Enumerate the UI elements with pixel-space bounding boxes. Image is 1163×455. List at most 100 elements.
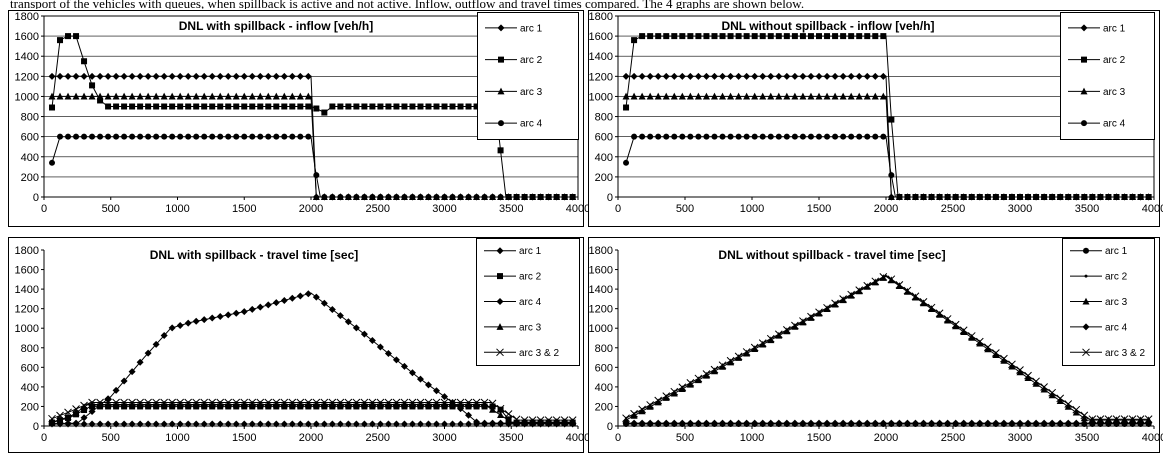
legend-item-arc-1: arc 1: [484, 246, 542, 257]
series-arc-3-marker: [759, 340, 767, 348]
series-arc-4-marker: [145, 133, 152, 140]
series-arc-1-marker: [416, 420, 424, 428]
series-arc-3-marker: [232, 400, 240, 408]
series-arc-3-and-2-marker: [638, 405, 646, 414]
series-arc-3-and-2-marker: [1048, 388, 1057, 397]
series-arc-4-marker: [505, 194, 512, 200]
series-arc-3-marker: [400, 400, 408, 408]
series-arc-4-marker: [489, 419, 497, 427]
series-arc-3-and-2-marker: [200, 398, 209, 407]
series-arc-4-marker: [944, 419, 952, 427]
series-arc-4-marker: [345, 194, 352, 200]
series-arc-4-marker: [201, 133, 208, 140]
series-arc-2-marker: [751, 33, 758, 40]
series-arc-1-marker: [96, 72, 104, 80]
series-arc-4-marker: [1008, 194, 1015, 200]
series-arc-2-marker: [241, 103, 248, 110]
series-arc-4-marker: [670, 419, 678, 427]
series-arc-4-marker: [735, 419, 743, 427]
series-arc-3-and-2-marker: [734, 352, 743, 361]
series-arc-2-marker: [281, 103, 288, 110]
series-arc-4-marker: [289, 133, 296, 140]
series-arc-4-marker: [695, 133, 702, 140]
series-arc-2-marker: [161, 103, 168, 110]
series-arc-3-and-2-marker: [1136, 415, 1145, 424]
legend-item-arc-4-marker: [1081, 120, 1087, 127]
series-arc-2-marker: [671, 33, 678, 40]
series-arc-4-marker: [711, 133, 718, 140]
series-arc-2-marker: [113, 103, 120, 110]
series-arc-3-marker: [248, 92, 256, 100]
series-arc-3-and-2-marker: [855, 286, 864, 294]
series-arc-4-marker: [727, 419, 735, 427]
series-arc-4-marker: [128, 368, 136, 376]
series-arc-3-marker: [441, 400, 448, 408]
series-arc-4-marker: [112, 386, 120, 394]
series-arc-4-marker: [952, 194, 959, 200]
legend-item-arc-1: arc 1: [485, 23, 543, 34]
legend-item-arc-4-label: arc 4: [520, 119, 543, 130]
series-arc-3-and-2-marker: [296, 398, 305, 407]
series-arc-3-and-2: [622, 273, 1153, 424]
series-arc-4-marker: [256, 303, 264, 311]
series-arc-4-marker: [912, 194, 919, 200]
series-arc-3-and-2-marker: [654, 396, 663, 405]
series-arc-3-marker: [200, 92, 208, 100]
series-arc-3-and-2-marker: [536, 416, 545, 424]
series-arc-3-and-2-marker: [64, 408, 72, 417]
series-arc-4-marker: [113, 133, 120, 140]
series-arc-3-marker: [735, 354, 743, 361]
series-arc-3-and-2-marker: [887, 275, 896, 284]
series-arc-4-marker: [337, 194, 344, 200]
legend: arc 1 arc 2 arc 4 arc 3 arc 3 & 2: [476, 238, 580, 366]
series-arc-4-marker: [759, 133, 766, 140]
y-tick-label: 200: [21, 172, 39, 184]
series-arc-3-marker: [224, 92, 232, 100]
series-arc-4-marker: [1000, 419, 1008, 427]
series-arc-4-marker: [537, 194, 544, 200]
series-arc-3-and-2-marker: [152, 398, 160, 407]
series-arc-1-marker: [48, 72, 56, 80]
series-arc-3-marker: [96, 92, 104, 100]
series-arc-4-marker: [192, 317, 200, 325]
series-arc-3-and-2-marker: [208, 398, 217, 407]
series-arc-2-marker: [791, 33, 798, 40]
series-arc-4-marker: [1032, 419, 1040, 427]
series-arc-1-marker: [144, 72, 152, 80]
series-arc-3-and-2-marker: [670, 387, 679, 396]
series-arc-2-marker: [73, 33, 80, 40]
series-arc-3-and-2-marker: [694, 374, 703, 383]
series-arc-3-marker: [160, 92, 168, 100]
series-arc-3-marker: [767, 92, 775, 100]
series-arc-3-and-2-marker: [742, 348, 751, 356]
series-arc-3-and-2-marker: [96, 398, 104, 407]
series-arc-3-and-2-marker: [120, 398, 128, 407]
series-arc-3-and-2-marker: [1056, 394, 1065, 403]
series-arc-2-marker: [807, 33, 814, 40]
series-arc-4-marker: [441, 393, 448, 401]
series-arc-3-marker: [992, 351, 1000, 358]
series-arc-3-and-2-marker: [376, 398, 385, 407]
series-arc-3-marker: [630, 92, 638, 100]
series-arc-3-and-2-marker: [424, 398, 433, 407]
series-arc-4-marker: [887, 419, 895, 427]
series-arc-3-and-2-marker: [831, 299, 839, 308]
series-arc-4-marker: [815, 419, 823, 427]
legend-item-arc-3-marker: [1082, 297, 1090, 305]
y-tick-label: 1600: [589, 265, 613, 277]
series-arc-3-and-2-marker: [336, 398, 345, 407]
series-arc-3-and-2-marker: [448, 398, 457, 407]
chart-frame: [8, 237, 584, 453]
series-arc-4-marker: [1024, 419, 1032, 427]
series-arc-3-and-2-marker: [416, 398, 425, 407]
series-arc-2-marker: [105, 103, 112, 110]
series-arc-3-and-2-marker: [72, 405, 80, 413]
series-arc-4-marker: [81, 133, 88, 140]
series-arc-1-marker: [144, 420, 152, 428]
series-arc-3-marker: [783, 327, 791, 335]
series-arc-3-marker: [646, 402, 654, 410]
series-arc-1-marker: [296, 420, 304, 428]
series-arc-3-marker: [72, 92, 80, 100]
series-arc-3-and-2-marker: [88, 398, 96, 407]
series-arc-2-marker: [663, 33, 670, 40]
